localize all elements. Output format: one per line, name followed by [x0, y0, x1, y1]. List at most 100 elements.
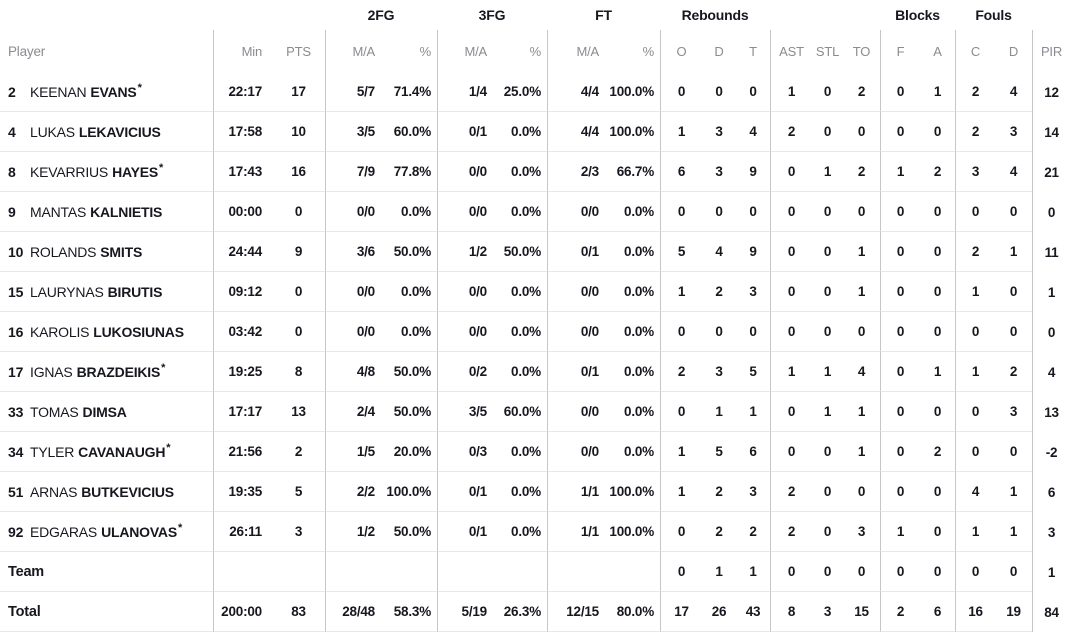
col-header-foul-d: D — [1008, 43, 1019, 59]
player-cell: 4 LUKAS LEKAVICIUS — [0, 112, 213, 152]
stat-ft_pct: 0.0% — [604, 232, 660, 272]
stat-fg2_pct: 20.0% — [380, 432, 437, 472]
stat-blk_f: 2 — [880, 592, 920, 632]
stat-reb_o: 0 — [660, 312, 702, 352]
player-row[interactable]: 4 LUKAS LEKAVICIUS 17:58 10 3/5 60.0% 0/1 0.0% 4/… — [0, 112, 1070, 152]
player-row[interactable]: 34 TYLER CAVANAUGH * 21:56 2 1/5 20.0% 0/3 0.0% 0/… — [0, 432, 1070, 472]
stat-foul_d: 4 — [995, 72, 1032, 112]
player-first-name: TYLER — [30, 443, 75, 460]
stat-pir: 12 — [1032, 72, 1070, 112]
stat-pts: 5 — [272, 472, 325, 512]
stat-pts: 0 — [272, 272, 325, 312]
stat-reb_o: 1 — [660, 272, 702, 312]
stat-min — [213, 552, 272, 592]
stat-foul_d: 19 — [995, 592, 1032, 632]
stat-foul_c: 2 — [955, 72, 995, 112]
player-row[interactable]: 33 TOMAS DIMSA 17:17 13 2/4 50.0% 3/5 60.0% 0/0 0.… — [0, 392, 1070, 432]
stat-fg3_ma: 0/0 — [437, 192, 492, 232]
player-last-name: HAYES — [112, 163, 159, 180]
stat-ast: 0 — [770, 392, 812, 432]
stat-ft_pct: 0.0% — [604, 312, 660, 352]
stat-foul_d: 2 — [995, 352, 1032, 392]
stat-reb_d: 3 — [702, 152, 736, 192]
stat-pir: 21 — [1032, 152, 1070, 192]
stat-reb_o: 0 — [660, 512, 702, 552]
stat-min: 17:17 — [213, 392, 272, 432]
stat-reb_o: 0 — [660, 392, 702, 432]
group-spacer-mid — [770, 0, 880, 30]
col-header-3fg-ma: M/A — [437, 30, 492, 72]
stat-blk_a: 0 — [920, 392, 955, 432]
stat-fg2_ma: 1/2 — [325, 512, 380, 552]
col-header-ft-ma: M/A — [547, 30, 604, 72]
stat-reb_t: 5 — [736, 352, 770, 392]
col-header-pir: PIR — [1032, 30, 1070, 72]
player-last-name: CAVANAUGH — [78, 443, 166, 460]
jersey-number: 33 — [8, 403, 24, 420]
stat-ast: 2 — [770, 472, 812, 512]
stat-foul_d: 0 — [995, 312, 1032, 352]
stat-fg3_ma: 0/0 — [437, 312, 492, 352]
stat-pts: 13 — [272, 392, 325, 432]
player-row[interactable]: 51 ARNAS BUTKEVICIUS 19:35 5 2/2 100.0% 0/1 0.0%… — [0, 472, 1070, 512]
stat-fg2_pct: 50.0% — [380, 232, 437, 272]
stat-fg3_pct: 0.0% — [492, 312, 547, 352]
player-row[interactable]: 8 KEVARRIUS HAYES * 17:43 16 7/9 77.8% 0/0 0.0% 2/… — [0, 152, 1070, 192]
stat-ft_ma: 0/0 — [547, 192, 604, 232]
stat-pir: 1 — [1032, 552, 1070, 592]
stat-fg3_ma: 0/1 — [437, 112, 492, 152]
stat-fg3_ma: 0/1 — [437, 512, 492, 552]
jersey-number: 4 — [8, 123, 16, 140]
stat-stl: 1 — [812, 152, 843, 192]
stat-blk_a: 0 — [920, 512, 955, 552]
stat-ast: 2 — [770, 112, 812, 152]
stat-to: 1 — [843, 232, 880, 272]
stat-ft_pct: 0.0% — [604, 432, 660, 472]
col-header-min: Min — [213, 30, 272, 72]
player-row[interactable]: 16 KAROLIS LUKOSIUNAS 03:42 0 0/0 0.0% 0/0 0.0% 0… — [0, 312, 1070, 352]
stat-ast: 2 — [770, 512, 812, 552]
player-row[interactable]: 92 EDGARAS ULANOVAS * 26:11 3 1/2 50.0% 0/1 0.0% 1… — [0, 512, 1070, 552]
player-row[interactable]: 17 IGNAS BRAZDEIKIS * 19:25 8 4/8 50.0% 0/2 0.0% 0… — [0, 352, 1070, 392]
stat-blk_a: 6 — [920, 592, 955, 632]
stat-fg3_pct: 0.0% — [492, 152, 547, 192]
stat-blk_a: 2 — [920, 432, 955, 472]
stat-pir: 11 — [1032, 232, 1070, 272]
stat-blk_f: 1 — [880, 152, 920, 192]
stat-stl: 3 — [812, 592, 843, 632]
stat-reb_t: 3 — [736, 272, 770, 312]
group-spacer-left — [0, 0, 325, 30]
stat-ft_pct: 0.0% — [604, 272, 660, 312]
player-first-name: ROLANDS — [30, 243, 97, 260]
player-last-name: ULANOVAS — [101, 523, 177, 540]
stat-reb_d: 2 — [702, 512, 736, 552]
stat-fg2_ma: 3/6 — [325, 232, 380, 272]
stat-foul_c: 16 — [955, 592, 995, 632]
stat-reb_t: 1 — [736, 392, 770, 432]
stat-fg3_ma: 1/2 — [437, 232, 492, 272]
stat-blk_f: 0 — [880, 552, 920, 592]
player-row[interactable]: 10 ROLANDS SMITS 24:44 9 3/6 50.0% 1/2 50.0% 0/1 0… — [0, 232, 1070, 272]
player-row[interactable]: 2 KEENAN EVANS * 22:17 17 5/7 71.4% 1/4 25.0% 4/4 1… — [0, 72, 1070, 112]
player-row[interactable]: 15 LAURYNAS BIRUTIS 09:12 0 0/0 0.0% 0/0 0.0% 0/0… — [0, 272, 1070, 312]
group-header-ft: FT — [595, 7, 612, 23]
player-row[interactable]: 9 MANTAS KALNIETIS 00:00 0 0/0 0.0% 0/0 0.0% 0/0 0… — [0, 192, 1070, 232]
stat-blk_a: 2 — [920, 152, 955, 192]
stat-reb_d: 2 — [702, 272, 736, 312]
stat-foul_c: 1 — [955, 512, 995, 552]
stat-ft_pct: 100.0% — [604, 72, 660, 112]
stat-blk_f: 1 — [880, 512, 920, 552]
stat-ft_pct — [604, 552, 660, 592]
stat-to: 15 — [843, 592, 880, 632]
stat-stl: 1 — [812, 352, 843, 392]
player-cell: 2 KEENAN EVANS * — [0, 72, 213, 112]
stat-blk_f: 0 — [880, 272, 920, 312]
stat-pts: 0 — [272, 312, 325, 352]
stat-fg2_pct: 60.0% — [380, 112, 437, 152]
stat-pts: 2 — [272, 432, 325, 472]
stat-foul_d: 3 — [995, 392, 1032, 432]
jersey-number: 10 — [8, 243, 24, 260]
stat-fg3_ma — [437, 552, 492, 592]
group-header-row: 2FG 3FG FT Rebounds Blocks Fouls — [0, 0, 1070, 30]
